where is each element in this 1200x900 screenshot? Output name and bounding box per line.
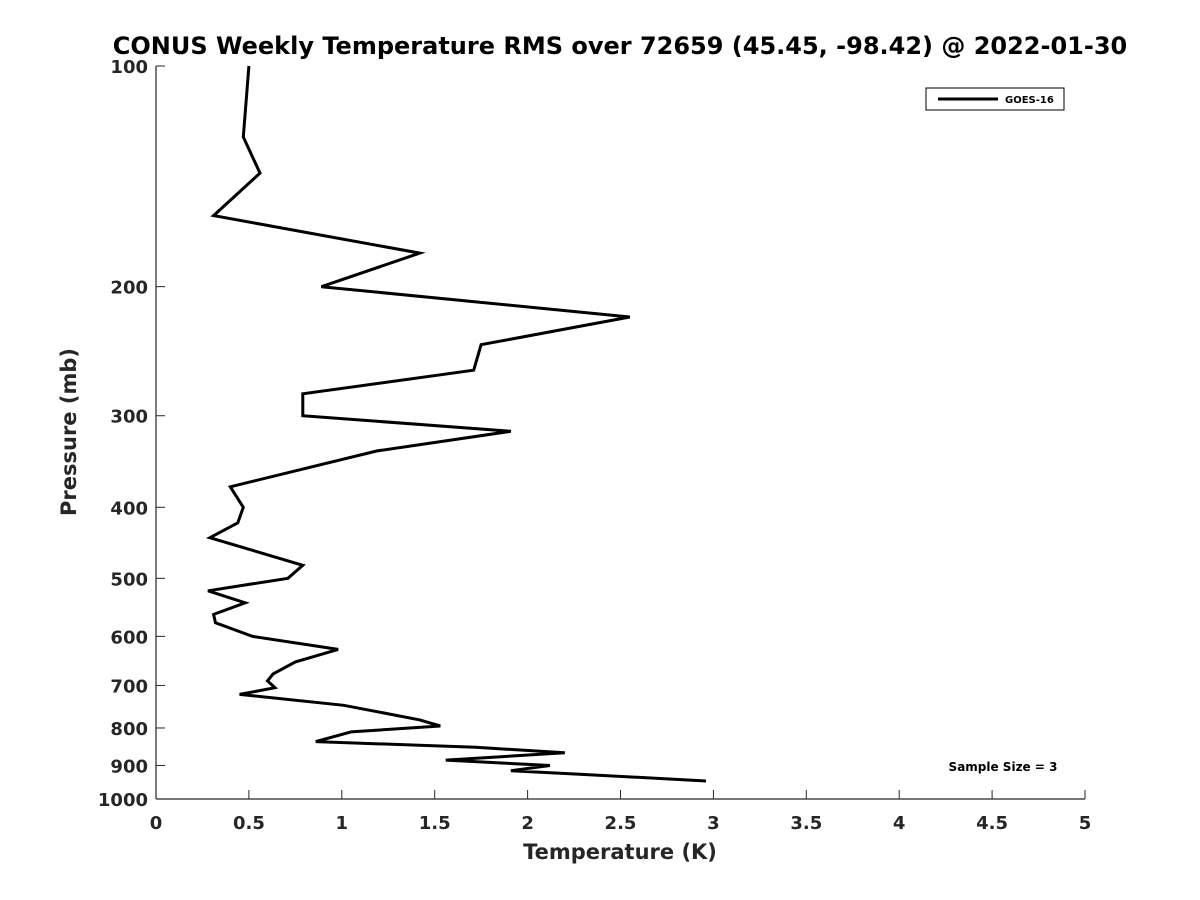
x-tick-label: 3 xyxy=(707,813,720,834)
x-tick-label: 2 xyxy=(521,813,534,834)
sample-size-annotation: Sample Size = 3 xyxy=(949,760,1058,774)
y-tick-label: 900 xyxy=(110,756,148,777)
y-tick-label: 600 xyxy=(110,627,148,648)
series-line-goes-16 xyxy=(205,65,707,783)
x-tick-label: 3.5 xyxy=(790,813,822,834)
x-tick-label: 4.5 xyxy=(976,813,1008,834)
y-axis-label: Pressure (mb) xyxy=(57,348,81,516)
y-ticks: 100 200 300 400 500 600 700 800 900 1000 xyxy=(98,57,165,811)
chart-title: CONUS Weekly Temperature RMS over 72659 … xyxy=(113,32,1127,60)
x-tick-label: 1.5 xyxy=(419,813,451,834)
y-tick-label: 700 xyxy=(110,676,148,697)
y-tick-label: 800 xyxy=(110,719,148,740)
legend: GOES-16 xyxy=(925,87,1065,111)
y-tick-label: 1000 xyxy=(98,790,148,811)
x-ticks: 0 0.5 1 1.5 2 2.5 3 3.5 4 4.5 5 xyxy=(150,790,1092,834)
x-axis-label: Temperature (K) xyxy=(523,840,717,864)
y-tick-label: 200 xyxy=(110,278,148,299)
series-layer xyxy=(205,65,707,783)
x-tick-label: 1 xyxy=(336,813,349,834)
x-tick-label: 5 xyxy=(1079,813,1092,834)
y-tick-label: 300 xyxy=(110,407,148,428)
x-tick-label: 4 xyxy=(893,813,906,834)
y-tick-label: 100 xyxy=(110,57,148,78)
legend-label-goes-16: GOES-16 xyxy=(1005,95,1054,106)
x-tick-label: 0 xyxy=(150,813,163,834)
x-tick-label: 0.5 xyxy=(233,813,265,834)
axes xyxy=(155,66,1085,800)
x-tick-label: 2.5 xyxy=(605,813,637,834)
y-tick-label: 400 xyxy=(110,498,148,519)
y-tick-label: 500 xyxy=(110,569,148,590)
